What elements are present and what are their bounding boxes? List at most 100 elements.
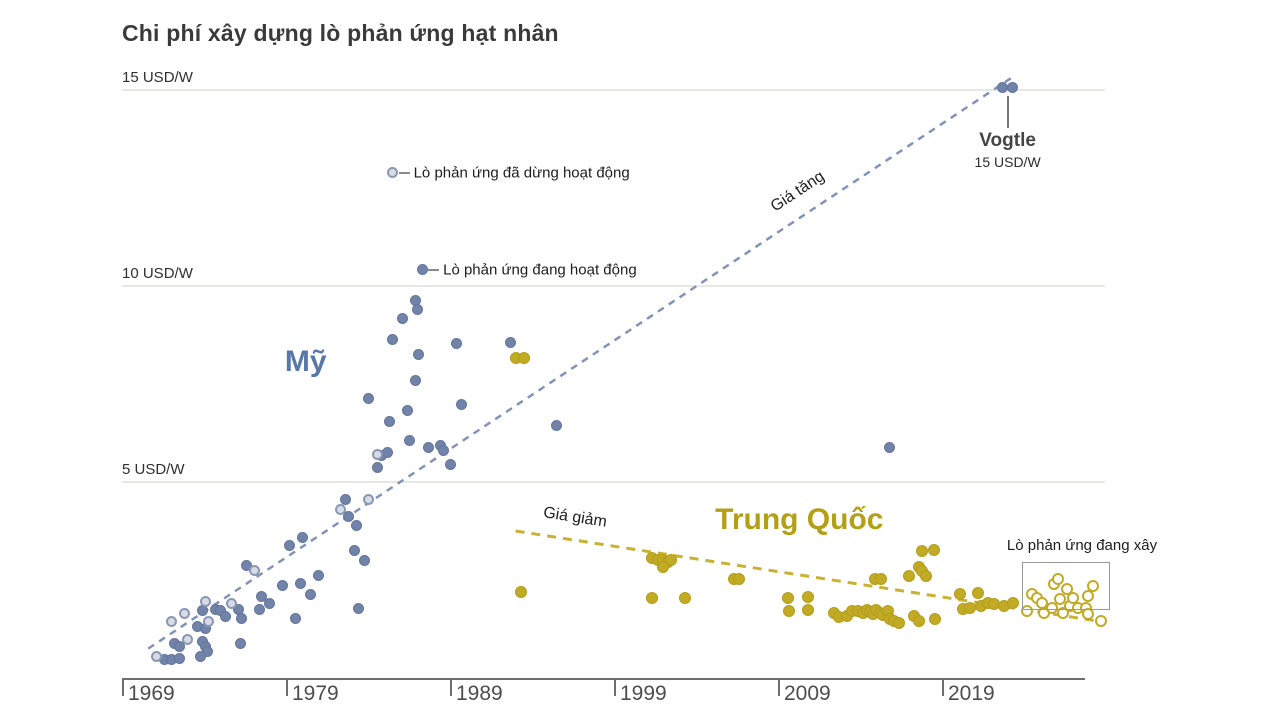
- data-point-us-operating: [236, 612, 248, 624]
- data-point-us-operating: [423, 442, 435, 454]
- data-point-us-operating: [351, 519, 363, 531]
- data-point-us-operating: [255, 590, 267, 602]
- data-point-us-operating: [339, 494, 351, 506]
- data-point-us-operating: [505, 337, 517, 349]
- data-point-us-shutdown: [178, 607, 190, 619]
- data-point-us-operating: [359, 554, 371, 566]
- data-point-cn-under-construction: [1086, 579, 1099, 592]
- data-point-us-operating: [342, 511, 354, 523]
- data-point-us-operating: [884, 441, 896, 453]
- data-point-us-shutdown: [372, 448, 384, 460]
- x-tick: [614, 678, 616, 696]
- data-point-us-operating: [283, 539, 295, 551]
- data-point-us-operating: [219, 610, 231, 622]
- data-point-us-operating: [362, 393, 374, 404]
- vogtle-label: Vogtle: [979, 129, 1036, 151]
- x-tick-label: 1979: [292, 682, 339, 705]
- x-tick-label: 1999: [620, 682, 667, 705]
- data-point-us-shutdown: [387, 167, 399, 179]
- chart-title: Chi phí xây dựng lò phản ứng hạt nhân: [122, 20, 559, 46]
- data-point-us-operating: [387, 334, 399, 346]
- data-point-us-shutdown: [165, 615, 177, 627]
- data-point-cn-built: [801, 590, 814, 603]
- data-point-us-shutdown: [334, 504, 346, 516]
- x-tick-label: 1969: [128, 682, 175, 705]
- data-point-cn-under-construction: [1045, 602, 1058, 615]
- x-tick: [286, 678, 288, 696]
- country-label-cn: Trung Quốc: [715, 503, 884, 537]
- data-point-cn-built: [645, 592, 658, 605]
- data-point-us-operating: [173, 641, 185, 653]
- data-point-cn-built: [1006, 597, 1019, 610]
- data-point-us-operating: [416, 264, 428, 276]
- y-gridline: [122, 481, 1105, 483]
- data-point-cn-built: [875, 572, 888, 585]
- data-point-cn-under-construction: [1060, 583, 1073, 596]
- data-point-us-operating: [383, 416, 395, 428]
- data-point-us-shutdown: [362, 494, 374, 506]
- data-point-cn-built: [954, 588, 967, 601]
- data-point-us-operating: [352, 602, 364, 614]
- data-point-cn-built: [781, 592, 794, 605]
- y-gridline: [122, 89, 1105, 91]
- x-tick: [450, 678, 452, 696]
- data-point-cn-under-construction: [1081, 590, 1094, 603]
- data-point-cn-built: [783, 604, 796, 617]
- data-point-us-operating: [254, 603, 266, 615]
- data-point-us-operating: [410, 374, 422, 386]
- data-point-us-operating: [1007, 82, 1019, 94]
- data-point-us-shutdown: [200, 595, 212, 607]
- data-point-us-operating: [195, 651, 207, 663]
- data-point-cn-built: [927, 544, 940, 557]
- data-point-cn-under-construction: [1052, 572, 1065, 585]
- data-point-us-operating: [296, 531, 308, 543]
- data-point-us-operating: [411, 303, 423, 315]
- data-point-us-operating: [313, 570, 325, 582]
- x-tick: [122, 678, 124, 696]
- data-point-us-shutdown: [203, 615, 215, 627]
- data-point-us-operating: [234, 638, 246, 649]
- legend-shutdown-connector: [398, 171, 410, 174]
- data-point-cn-built: [972, 586, 985, 599]
- y-tick-label: 10 USD/W: [122, 265, 193, 282]
- x-tick: [942, 678, 944, 696]
- data-point-cn-built: [514, 585, 527, 598]
- data-point-us-operating: [173, 653, 185, 665]
- data-point-cn-built: [801, 604, 814, 617]
- data-point-cn-built: [903, 569, 916, 582]
- data-point-us-operating: [437, 444, 449, 456]
- data-point-cn-built: [665, 553, 678, 566]
- data-point-cn-built: [919, 569, 932, 582]
- data-point-cn-built: [517, 352, 530, 365]
- data-point-us-shutdown: [150, 651, 162, 663]
- y-tick-label: 5 USD/W: [122, 461, 185, 478]
- legend-shutdown-label: Lò phản ứng đã dừng hoạt động: [413, 164, 630, 182]
- vogtle-callout-line: [1006, 95, 1009, 128]
- data-point-us-operating: [277, 580, 289, 592]
- data-point-cn-built: [732, 572, 745, 585]
- data-point-cn-under-construction: [1081, 608, 1094, 621]
- construction-box: [1022, 561, 1110, 610]
- data-point-cn-built: [929, 613, 942, 626]
- data-point-us-operating: [305, 588, 317, 600]
- data-point-us-operating: [401, 405, 413, 417]
- data-point-us-operating: [290, 612, 302, 624]
- y-tick-label: 15 USD/W: [122, 69, 193, 86]
- data-point-us-operating: [455, 398, 467, 410]
- data-point-cn-built: [893, 617, 906, 630]
- x-tick-label: 1989: [456, 682, 503, 705]
- data-point-cn-built: [913, 615, 926, 628]
- legend-operating-label: Lò phản ứng đang hoạt động: [443, 261, 637, 279]
- country-label-us: Mỹ: [284, 345, 327, 379]
- data-point-cn-under-construction: [1054, 592, 1067, 605]
- data-point-cn-built: [678, 592, 691, 605]
- data-point-cn-under-construction: [1095, 615, 1108, 628]
- data-point-us-shutdown: [226, 598, 238, 610]
- x-tick: [778, 678, 780, 696]
- data-point-us-operating: [396, 313, 408, 325]
- x-axis: [122, 678, 1085, 680]
- data-point-cn-built: [963, 602, 976, 615]
- data-point-us-operating: [372, 461, 384, 473]
- y-gridline: [122, 285, 1105, 287]
- construction-box-label: Lò phản ứng đang xây: [1006, 536, 1158, 554]
